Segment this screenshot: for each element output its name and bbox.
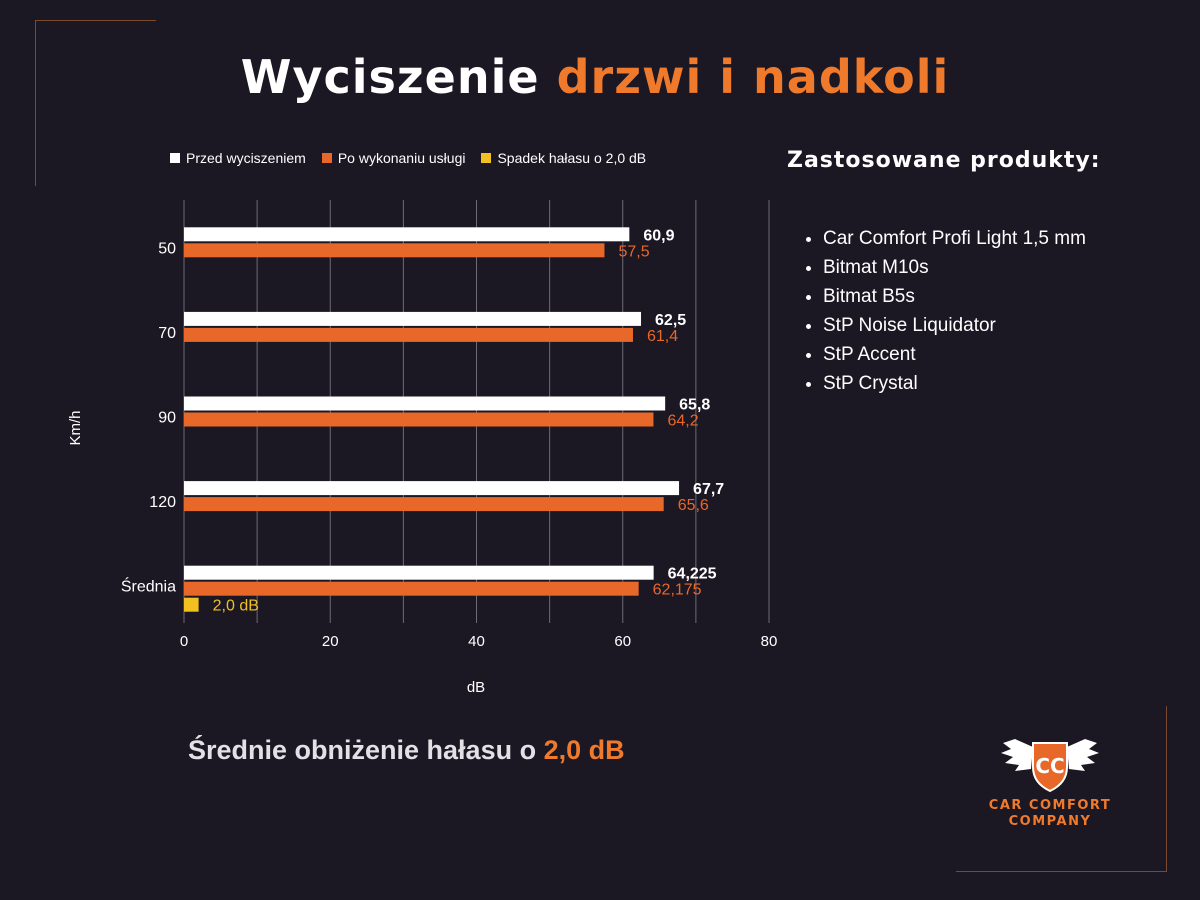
bar: [184, 597, 199, 612]
winged-shield-icon: CC: [1001, 739, 1099, 793]
product-item: Bitmat M10s: [823, 253, 1086, 282]
product-item: StP Noise Liquidator: [823, 311, 1086, 340]
product-item: Bitmat B5s: [823, 282, 1086, 311]
data-label: 62,5: [655, 312, 686, 329]
data-label: 57,5: [618, 243, 649, 260]
y-tick-label: 50: [158, 240, 176, 257]
legend-swatch-drop: [481, 153, 492, 163]
legend-label-after: Po wykonaniu usługi: [337, 150, 466, 166]
bar: [184, 396, 666, 411]
chart-ticks: 0 20 40 60 80 50 70 90 120 Średnia: [121, 240, 778, 650]
x-tick-label: 80: [761, 633, 778, 650]
bar: [184, 412, 654, 427]
summary-text: Średnie obniżenie hałasu o 2,0 dB: [188, 735, 625, 766]
bar: [184, 311, 642, 326]
product-item: Car Comfort Profi Light 1,5 mm: [823, 224, 1086, 253]
bar: [184, 565, 654, 580]
title-part-2: drzwi i nadkoli: [556, 50, 950, 104]
frame-corner-bottom-right: [956, 706, 1167, 872]
data-label: 62,175: [653, 582, 702, 599]
data-label: 61,4: [647, 328, 678, 345]
data-label: 2,0 dB: [213, 598, 259, 615]
bar: [184, 227, 630, 242]
title-part-1: Wyciszenie: [240, 50, 540, 104]
data-label: 67,7: [693, 481, 724, 498]
legend-item-drop: Spadek hałasu o 2,0 dB: [481, 150, 646, 166]
logo-monogram: CC: [1035, 754, 1064, 778]
x-tick-label: 20: [322, 633, 339, 650]
logo-line-1: CAR COMFORT: [988, 798, 1112, 813]
y-axis-label: Km/h: [67, 410, 84, 445]
product-item: StP Accent: [823, 340, 1086, 369]
y-tick-label: 90: [158, 410, 176, 427]
chart-bars: 60,957,5 62,561,4 65,864,2 67,765,6 64,22562…: [184, 227, 724, 615]
y-tick-label: Średnia: [121, 577, 176, 596]
data-label: 65,8: [679, 397, 710, 414]
x-axis-label: dB: [467, 679, 485, 696]
x-tick-label: 40: [468, 633, 485, 650]
x-tick-label: 60: [614, 633, 631, 650]
bar: [184, 581, 639, 596]
page-title: Wyciszenie drzwi i nadkoli: [0, 50, 1190, 104]
legend-label-drop: Spadek hałasu o 2,0 dB: [497, 150, 647, 166]
summary-label: Średnie obniżenie hałasu o: [188, 735, 537, 765]
bar: [184, 327, 633, 342]
legend-item-after: Po wykonaniu usługi: [321, 150, 466, 166]
summary-value: 2,0 dB: [543, 735, 625, 765]
legend-swatch-after: [321, 153, 332, 163]
products-title: Zastosowane produkty:: [787, 148, 1101, 173]
logo-line-2: COMPANY: [1008, 814, 1092, 829]
company-logo: CC CAR COMFORT COMPANY: [975, 735, 1125, 830]
legend-item-before: Przed wyciszeniem: [170, 150, 306, 166]
y-tick-label: 120: [149, 494, 176, 511]
data-label: 64,2: [667, 413, 698, 430]
legend-label-before: Przed wyciszeniem: [186, 150, 306, 166]
chart-legend: Przed wyciszeniem Po wykonaniu usługi Sp…: [170, 150, 646, 166]
products-list: Car Comfort Profi Light 1,5 mm Bitmat M1…: [803, 224, 1086, 398]
bar: [184, 243, 605, 258]
x-tick-label: 0: [180, 633, 188, 650]
frame-corner-top-left: [35, 20, 156, 186]
product-item: StP Crystal: [823, 369, 1086, 398]
data-label: 65,6: [678, 497, 709, 514]
legend-swatch-before: [170, 153, 180, 163]
chart-grid: [183, 200, 770, 623]
bar: [184, 481, 680, 496]
data-label: 64,225: [668, 566, 717, 583]
data-label: 60,9: [643, 227, 674, 244]
y-tick-label: 70: [158, 325, 176, 342]
bar: [184, 497, 664, 512]
